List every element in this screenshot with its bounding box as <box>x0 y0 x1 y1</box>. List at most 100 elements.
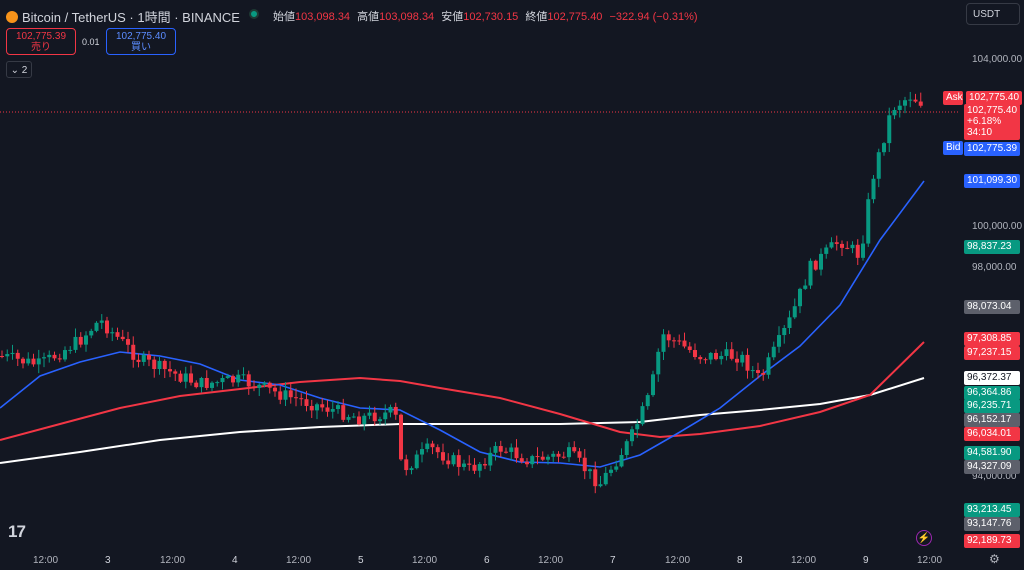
currency-select[interactable]: USDT <box>966 3 1020 25</box>
time-axis-label: 12:00 <box>665 555 691 566</box>
candle-body <box>383 412 388 420</box>
candle-body <box>435 447 440 453</box>
candle-body <box>477 464 482 471</box>
candle-body <box>147 354 151 360</box>
candle-body <box>876 152 881 179</box>
candle-body <box>120 336 125 340</box>
candle-body <box>336 405 340 410</box>
candle-body <box>262 382 267 385</box>
candle-body <box>241 374 246 376</box>
candle-body <box>110 332 115 334</box>
candle-body <box>698 357 703 360</box>
price-tick-label: 98,000.00 <box>972 262 1017 273</box>
candle-body <box>750 370 755 372</box>
price-tag: 93,213.45 <box>964 503 1020 517</box>
gear-icon[interactable]: ⚙ <box>989 552 1000 566</box>
candle-body <box>57 358 62 360</box>
time-axis-label: 9 <box>863 555 869 566</box>
price-tag: 94,327.09 <box>964 460 1020 474</box>
candle-body <box>897 105 902 110</box>
candle-body <box>157 360 162 370</box>
candle-body <box>882 143 886 153</box>
candle-body <box>745 354 750 371</box>
lightning-icon[interactable]: ⚡ <box>916 530 932 546</box>
symbol-title[interactable]: Bitcoin / TetherUS · 1時間 · BINANCE <box>6 7 240 26</box>
buy-button[interactable]: 102,775.40 買い <box>106 28 176 55</box>
price-tag: 92,189.73 <box>964 534 1020 548</box>
time-axis-label: 6 <box>484 555 490 566</box>
time-axis-label: 12:00 <box>286 555 312 566</box>
candle-body <box>115 332 120 337</box>
candle-body <box>661 334 666 352</box>
price-tick-label: 100,000.00 <box>972 221 1023 232</box>
candle-body <box>273 387 277 392</box>
buy-price: 102,775.40 <box>115 31 167 42</box>
ma-red-line <box>0 341 925 441</box>
candle-body <box>488 452 493 466</box>
candle-body <box>446 460 451 465</box>
tradingview-logo-icon[interactable]: 17 <box>8 522 26 541</box>
candle-body <box>918 101 923 106</box>
candle-body <box>850 244 855 249</box>
candle-body <box>483 464 487 466</box>
candle-body <box>887 115 892 144</box>
sell-button[interactable]: 102,775.39 売り <box>6 28 76 55</box>
price-tag-label: Ask <box>943 91 963 105</box>
candle-body <box>78 336 83 345</box>
candle-body <box>15 352 20 359</box>
candle-body <box>866 199 871 244</box>
candle-body <box>708 352 713 360</box>
candle-body <box>792 306 797 318</box>
candle-body <box>908 99 913 101</box>
indicators-toggle-button[interactable]: ⌄ 2 <box>6 61 32 78</box>
candle-body <box>756 370 760 373</box>
price-tag: 96,372.37 <box>964 371 1020 385</box>
candle-body <box>0 356 4 357</box>
open-value: 103,098.34 <box>295 11 351 23</box>
candle-body <box>530 456 535 465</box>
candle-body <box>546 456 550 460</box>
candle-body <box>430 443 435 448</box>
candle-body <box>572 447 577 452</box>
candle-body <box>267 382 272 388</box>
candle-body <box>346 417 351 420</box>
sell-label: 売り <box>31 42 51 53</box>
candle-body <box>388 406 393 413</box>
candle-body <box>73 336 78 350</box>
candle-body <box>21 358 25 364</box>
candle-body <box>588 469 592 472</box>
low-value: 102,730.15 <box>463 11 519 23</box>
candle-body <box>425 443 430 450</box>
candle-body <box>94 322 99 331</box>
candle-body <box>357 416 361 425</box>
time-axis-label: 12:00 <box>33 555 59 566</box>
candle-body <box>598 484 603 487</box>
low-label: 安値 <box>441 11 464 23</box>
candle-body <box>236 374 241 383</box>
price-tag: 93,147.76 <box>964 517 1020 531</box>
price-tag: 102,775.40 +6.18% 34:10 <box>964 104 1020 140</box>
market-status-icon[interactable] <box>249 9 259 19</box>
candle-body <box>693 350 697 358</box>
candle-body <box>126 339 130 345</box>
candle-body <box>567 447 571 458</box>
candle-body <box>855 244 860 258</box>
candle-body <box>168 369 172 372</box>
candle-body <box>593 469 598 487</box>
candle-body <box>152 359 157 370</box>
candle-body <box>399 414 403 460</box>
price-tag: 98,073.04 <box>964 300 1020 314</box>
candle-body <box>189 373 193 383</box>
time-axis-label: 12:00 <box>160 555 186 566</box>
price-tag: 96,364.86 <box>964 386 1020 400</box>
indicator-count: 2 <box>21 65 28 76</box>
candle-body <box>294 397 298 399</box>
high-label: 高値 <box>357 11 380 23</box>
candle-body <box>162 360 167 370</box>
candle-body <box>651 374 655 396</box>
candle-body <box>320 404 325 408</box>
candle-body <box>467 463 472 465</box>
candle-body <box>194 382 199 388</box>
candle-body <box>252 386 256 388</box>
